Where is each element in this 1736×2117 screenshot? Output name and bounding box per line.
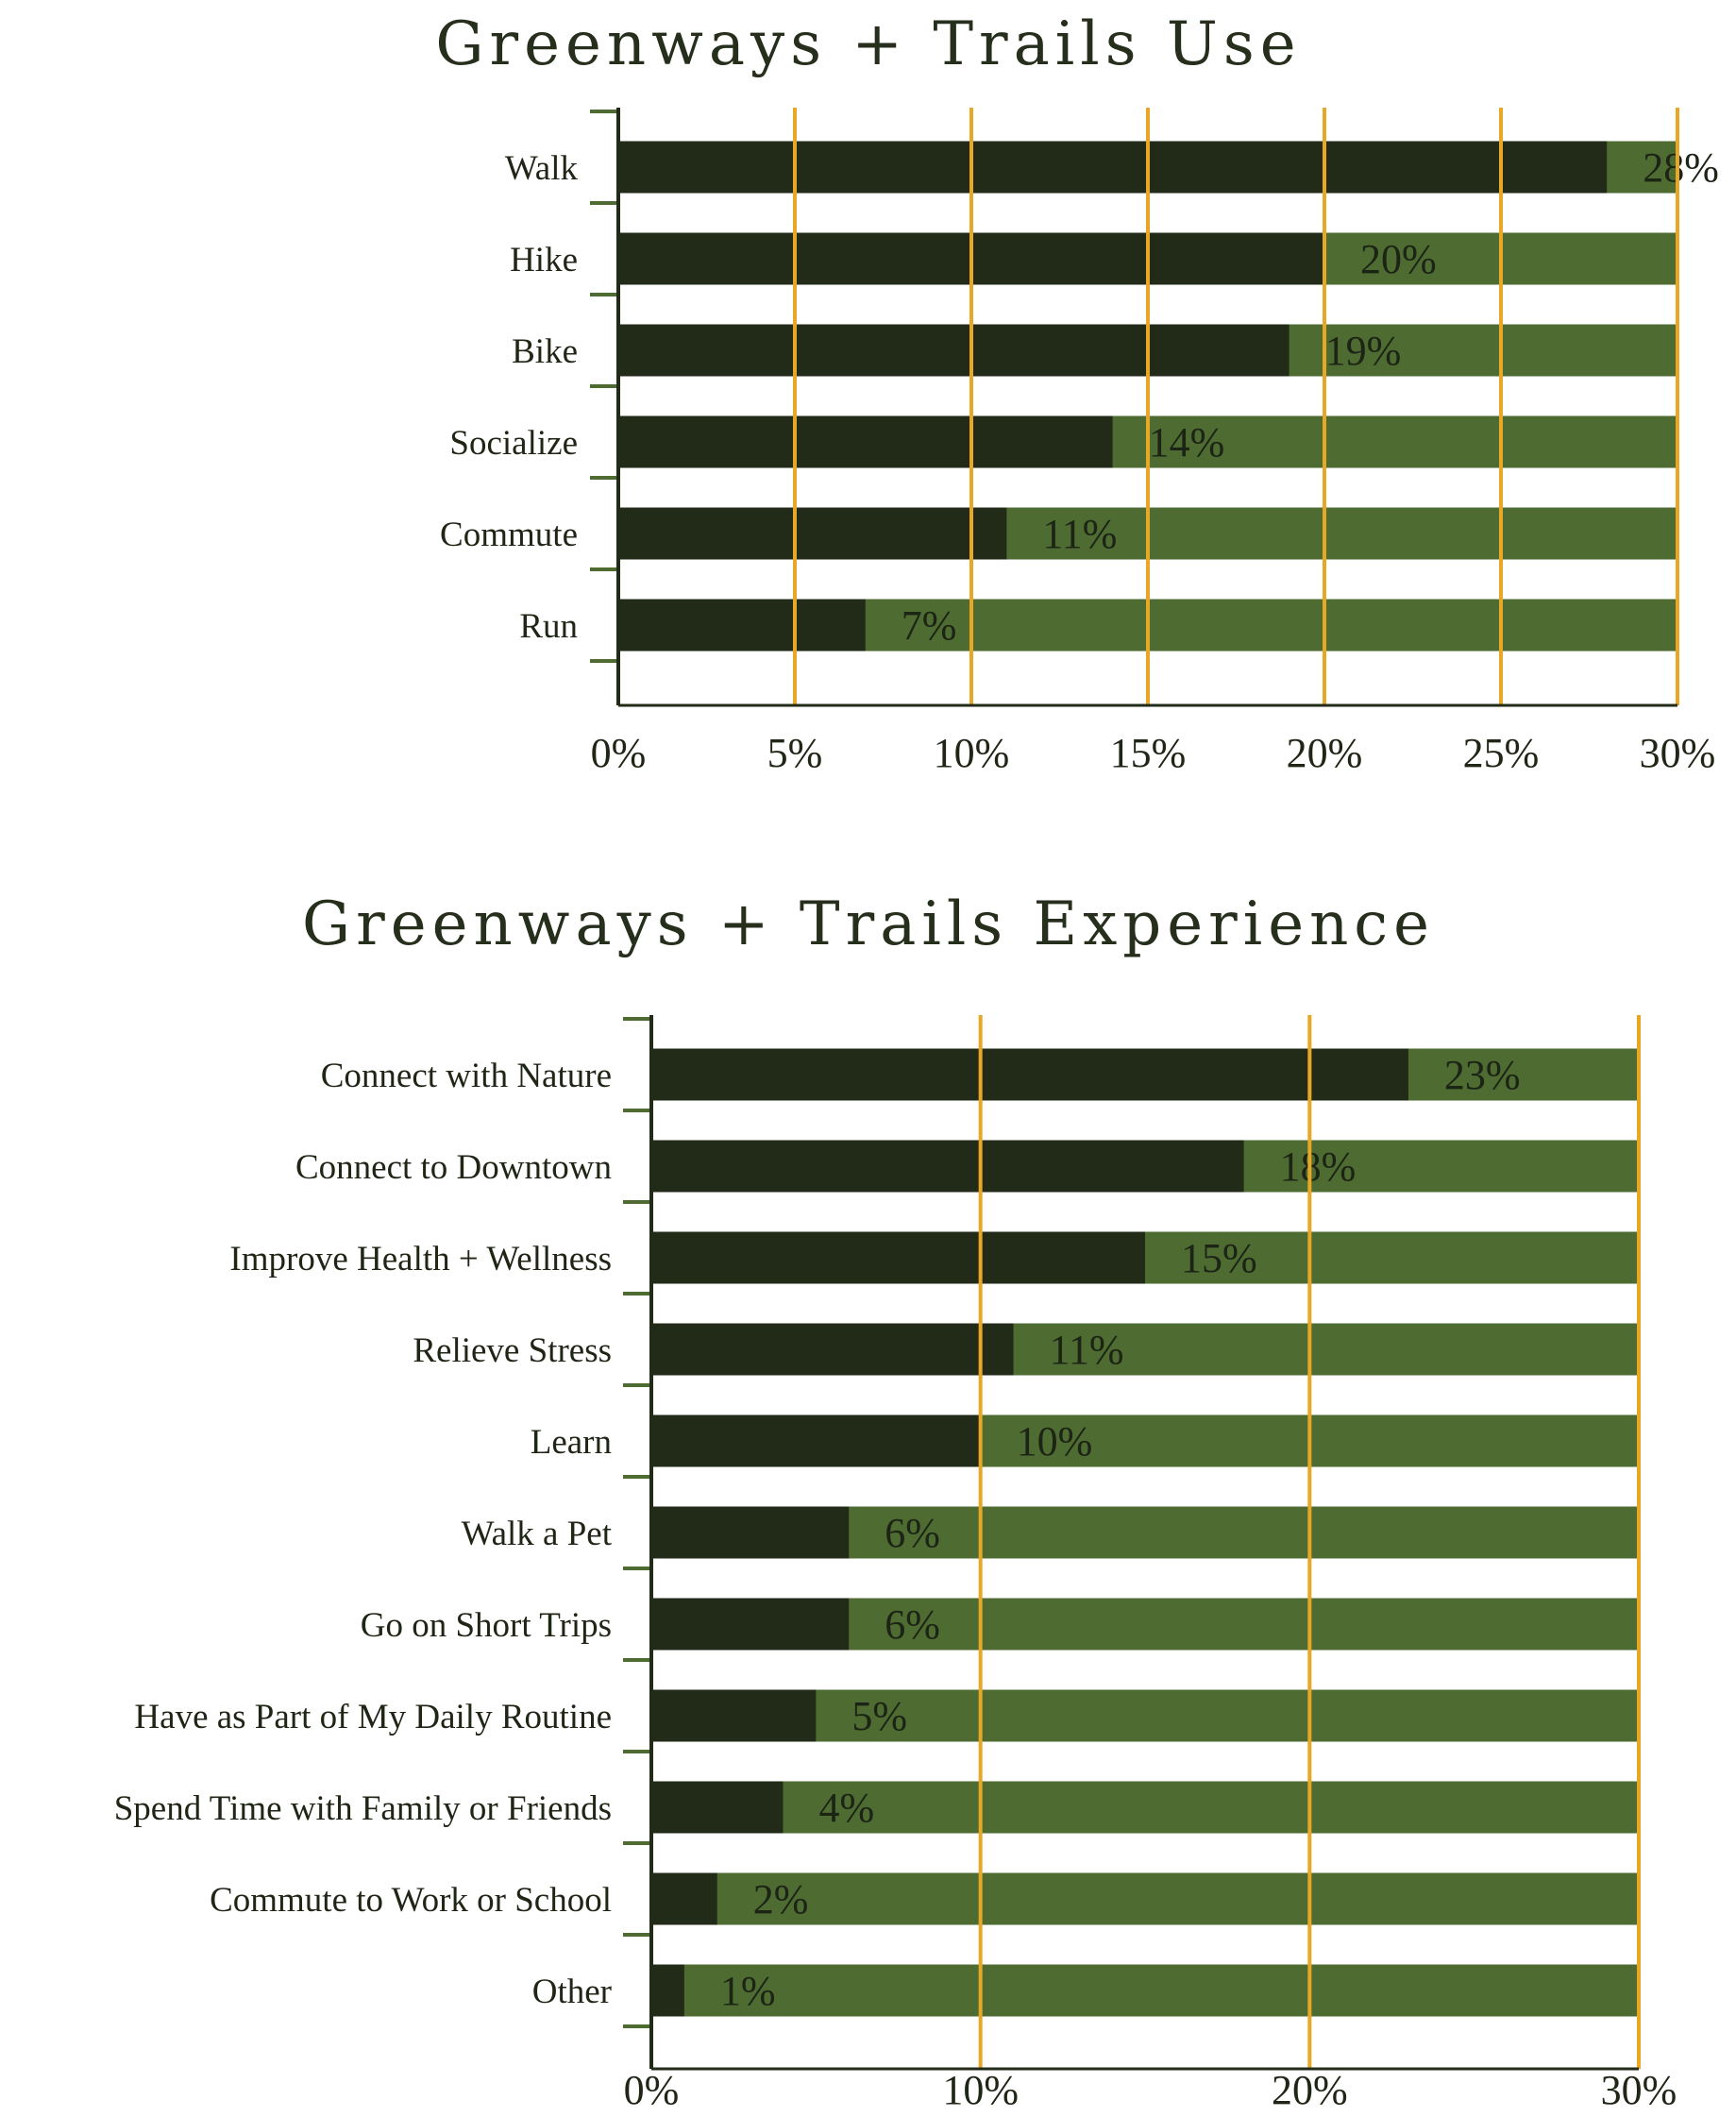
experience-bar-track bbox=[651, 1872, 1639, 1925]
use-category-label: Run bbox=[519, 607, 578, 646]
use-tick-label: 15% bbox=[1110, 730, 1187, 776]
experience-tick-label: 0% bbox=[624, 2067, 680, 2113]
use-data-label: 28% bbox=[1643, 144, 1719, 191]
experience-category-label: Improve Health + Wellness bbox=[229, 1240, 612, 1279]
experience-data-label: 6% bbox=[885, 1601, 940, 1648]
experience-data-label: 2% bbox=[753, 1876, 809, 1922]
experience-category-label: Walk a Pet bbox=[462, 1515, 613, 1553]
experience-data-label: 6% bbox=[885, 1510, 940, 1556]
use-bar bbox=[618, 599, 866, 652]
use-tick-label: 20% bbox=[1287, 730, 1363, 776]
experience-data-label: 23% bbox=[1444, 1052, 1521, 1098]
use-tick-label: 0% bbox=[591, 730, 647, 776]
use-data-label: 11% bbox=[1042, 511, 1117, 557]
experience-category-label: Commute to Work or School bbox=[210, 1881, 612, 1920]
experience-category-label: Spend Time with Family or Friends bbox=[114, 1789, 612, 1828]
experience-data-label: 18% bbox=[1280, 1143, 1357, 1190]
use-category-label: Bike bbox=[512, 332, 578, 371]
use-category-label: Commute bbox=[440, 516, 578, 554]
experience-data-label: 1% bbox=[720, 1968, 776, 2014]
use-category-label: Walk bbox=[505, 149, 579, 188]
use-tick-label: 25% bbox=[1463, 730, 1540, 776]
experience-bar bbox=[651, 1872, 717, 1925]
experience-bar bbox=[651, 1140, 1244, 1193]
experience-data-label: 11% bbox=[1050, 1327, 1124, 1373]
experience-bar-track bbox=[651, 1964, 1639, 2017]
experience-category-label: Other bbox=[532, 1973, 612, 2011]
experience-chart: Greenways + Trails Experience Connect wi… bbox=[114, 889, 1677, 2113]
experience-category-label: Have as Part of My Daily Routine bbox=[134, 1698, 612, 1736]
use-bar bbox=[618, 324, 1289, 377]
experience-data-label: 5% bbox=[851, 1693, 907, 1739]
experience-bar bbox=[651, 1689, 817, 1742]
experience-tick-label: 20% bbox=[1272, 2067, 1348, 2113]
use-chart: Greenways + Trails Use Walk 28% Hike 20% Bik… bbox=[435, 9, 1718, 776]
experience-bar bbox=[651, 1964, 684, 2017]
use-tick-label: 30% bbox=[1640, 730, 1716, 776]
experience-bar-track bbox=[651, 1781, 1639, 1834]
experience-bar bbox=[651, 1231, 1145, 1284]
use-category-label: Hike bbox=[510, 241, 578, 279]
use-tick-label: 5% bbox=[767, 730, 823, 776]
experience-bar bbox=[651, 1598, 850, 1651]
use-data-label: 20% bbox=[1360, 236, 1437, 282]
experience-category-label: Learn bbox=[531, 1423, 612, 1462]
use-chart-title: Greenways + Trails Use bbox=[435, 9, 1301, 79]
use-bar bbox=[618, 415, 1113, 468]
use-category-label: Socialize bbox=[449, 424, 578, 463]
experience-data-label: 10% bbox=[1017, 1418, 1093, 1465]
experience-bar bbox=[651, 1781, 784, 1834]
use-bar bbox=[618, 141, 1608, 194]
use-bar bbox=[618, 507, 1007, 560]
use-data-label: 19% bbox=[1325, 328, 1402, 374]
experience-category-label: Connect to Downtown bbox=[295, 1148, 612, 1187]
experience-bar bbox=[651, 1323, 1014, 1376]
experience-data-label: 4% bbox=[818, 1785, 874, 1831]
experience-tick-label: 10% bbox=[942, 2067, 1019, 2113]
experience-category-label: Relieve Stress bbox=[413, 1331, 612, 1370]
use-data-label: 7% bbox=[902, 602, 957, 649]
use-data-label: 14% bbox=[1149, 419, 1225, 466]
experience-category-label: Go on Short Trips bbox=[361, 1606, 612, 1645]
experience-category-label: Connect with Nature bbox=[321, 1057, 612, 1095]
experience-data-label: 15% bbox=[1181, 1235, 1257, 1281]
experience-bar bbox=[651, 1048, 1408, 1101]
experience-chart-title: Greenways + Trails Experience bbox=[302, 889, 1435, 959]
experience-bar bbox=[651, 1414, 981, 1467]
experience-tick-label: 30% bbox=[1601, 2067, 1677, 2113]
experience-bar bbox=[651, 1506, 850, 1559]
use-tick-label: 10% bbox=[934, 730, 1010, 776]
